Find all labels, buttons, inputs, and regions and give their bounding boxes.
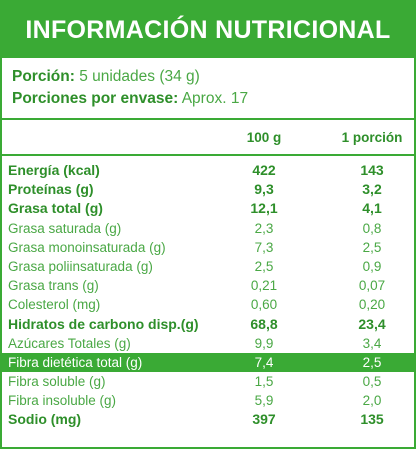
value-per-portion: 3,4 bbox=[362, 335, 382, 351]
value-per-portion: 0,07 bbox=[358, 278, 386, 294]
nutrient-name: Grasa monoinsaturada (g) bbox=[8, 239, 166, 255]
table-row: Azúcares Totales (g) 9,9 3,4 bbox=[2, 334, 414, 353]
value-per-100g: 2,5 bbox=[254, 258, 274, 274]
nutrient-name: Grasa total (g) bbox=[8, 200, 103, 217]
value-per-100g: 7,3 bbox=[254, 239, 274, 255]
per-package-value: Aprox. 17 bbox=[181, 90, 249, 107]
value-per-portion: 2,0 bbox=[362, 393, 382, 409]
table-row: Hidratos de carbono disp.(g) 68,8 23,4 bbox=[2, 315, 414, 334]
per-package-line: Porciones por envase: Aprox. 17 bbox=[12, 88, 404, 110]
table-row: Grasa monoinsaturada (g) 7,3 2,5 bbox=[2, 238, 414, 257]
column-header-portion: 1 porción bbox=[341, 130, 403, 145]
nutrient-table: Energía (kcal) 422 143 Proteínas (g) 9,3 3,2 G… bbox=[2, 156, 414, 430]
serving-info: Porción: 5 unidades (34 g) Porciones por… bbox=[2, 58, 414, 120]
value-per-portion: 23,4 bbox=[358, 315, 386, 332]
table-row: Fibra dietética total (g) 7,4 2,5 bbox=[2, 352, 414, 373]
value-per-portion: 0,5 bbox=[362, 374, 382, 390]
panel-header: INFORMACIÓN NUTRICIONAL bbox=[2, 2, 414, 58]
nutrient-name: Proteínas (g) bbox=[8, 181, 94, 198]
nutrient-name: Azúcares Totales (g) bbox=[8, 335, 131, 351]
panel-title: INFORMACIÓN NUTRICIONAL bbox=[25, 15, 391, 44]
table-row: Grasa poliinsaturada (g) 2,5 0,9 bbox=[2, 257, 414, 276]
value-per-100g: 68,8 bbox=[250, 315, 278, 332]
table-row: Fibra insoluble (g) 5,9 2,0 bbox=[2, 391, 414, 410]
value-per-100g: 2,3 bbox=[254, 220, 274, 236]
value-per-portion: 2,5 bbox=[362, 239, 382, 255]
value-per-portion: 135 bbox=[360, 411, 384, 428]
nutrient-name: Hidratos de carbono disp.(g) bbox=[8, 315, 199, 332]
nutrient-name: Grasa trans (g) bbox=[8, 278, 99, 294]
table-row: Grasa trans (g) 0,21 0,07 bbox=[2, 276, 414, 295]
value-per-100g: 0,21 bbox=[250, 278, 278, 294]
value-per-portion: 0,9 bbox=[362, 258, 382, 274]
value-per-100g: 397 bbox=[252, 411, 276, 428]
table-row: Sodio (mg) 397 135 bbox=[2, 410, 414, 429]
column-headers: 100 g 1 porción bbox=[2, 120, 414, 156]
table-row: Fibra soluble (g) 1,5 0,5 bbox=[2, 372, 414, 391]
portion-line: Porción: 5 unidades (34 g) bbox=[12, 66, 404, 88]
value-per-100g: 12,1 bbox=[250, 200, 278, 217]
value-per-portion: 0,20 bbox=[358, 297, 386, 313]
nutrient-name: Grasa poliinsaturada (g) bbox=[8, 258, 153, 274]
nutrient-name: Grasa saturada (g) bbox=[8, 220, 122, 236]
nutrient-name: Fibra soluble (g) bbox=[8, 374, 106, 390]
nutrient-name: Fibra insoluble (g) bbox=[8, 393, 117, 409]
value-per-100g: 9,9 bbox=[254, 335, 274, 351]
table-row: Grasa saturada (g) 2,3 0,8 bbox=[2, 219, 414, 238]
table-row: Colesterol (mg) 0,60 0,20 bbox=[2, 295, 414, 314]
value-per-100g: 422 bbox=[252, 162, 276, 178]
value-per-portion: 4,1 bbox=[362, 200, 382, 217]
value-per-100g: 7,4 bbox=[254, 354, 274, 370]
value-per-100g: 1,5 bbox=[254, 374, 274, 390]
value-per-100g: 9,3 bbox=[254, 181, 274, 198]
per-package-label: Porciones por envase: bbox=[12, 90, 179, 107]
value-per-portion: 143 bbox=[360, 162, 384, 178]
value-per-100g: 0,60 bbox=[250, 297, 278, 313]
value-per-100g: 5,9 bbox=[254, 393, 274, 409]
table-row: Grasa total (g) 12,1 4,1 bbox=[2, 199, 414, 218]
value-per-portion: 0,8 bbox=[362, 220, 382, 236]
portion-label: Porción: bbox=[12, 68, 75, 85]
nutrient-name: Fibra dietética total (g) bbox=[8, 354, 143, 370]
portion-value: 5 unidades (34 g) bbox=[79, 68, 200, 85]
value-per-portion: 3,2 bbox=[362, 181, 382, 198]
nutrient-name: Colesterol (mg) bbox=[8, 297, 101, 313]
column-header-100g: 100 g bbox=[246, 130, 282, 145]
table-row: Proteínas (g) 9,3 3,2 bbox=[2, 180, 414, 199]
value-per-portion: 2,5 bbox=[362, 354, 382, 370]
table-row: Energía (kcal) 422 143 bbox=[2, 161, 414, 180]
nutrient-name: Energía (kcal) bbox=[8, 162, 100, 178]
nutrient-name: Sodio (mg) bbox=[8, 411, 82, 428]
